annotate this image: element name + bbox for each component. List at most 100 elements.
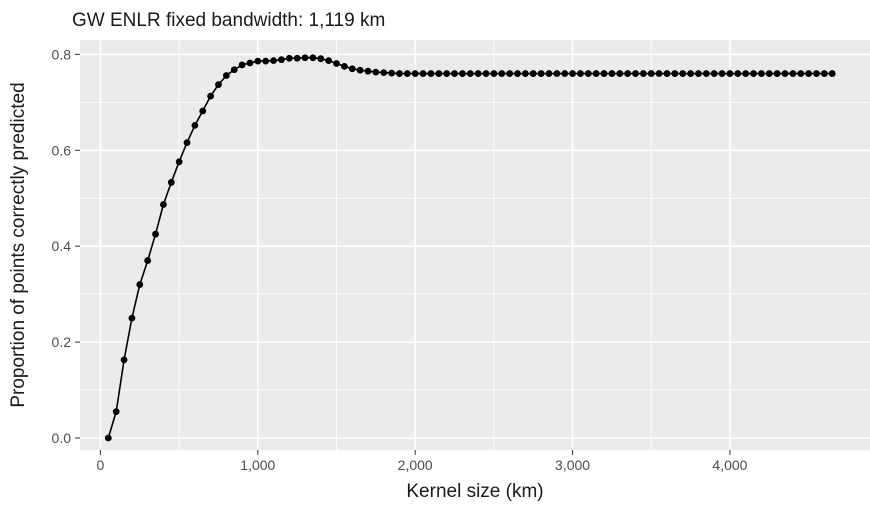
data-point [262,57,270,65]
data-point [317,55,325,63]
data-point [710,70,718,77]
y-tick-label: 0.8 [52,46,72,62]
data-point [120,356,128,364]
data-point [427,70,435,77]
data-point [388,69,395,77]
x-tick-label: 2,000 [398,457,433,473]
data-point [820,70,828,77]
data-point [584,70,592,77]
data-point [199,107,207,115]
data-point [506,70,514,77]
x-tick-label: 0 [97,457,105,473]
data-point [561,70,569,77]
data-point [490,70,498,77]
data-point [246,59,254,67]
data-point [569,70,576,77]
minor-gridlines [80,40,870,450]
data-point [679,70,687,77]
data-point [718,70,726,77]
data-point [411,70,419,77]
data-point [380,69,388,77]
data-point [340,62,348,70]
data-point [765,70,773,77]
data-point [396,70,403,77]
data-point [419,70,427,77]
data-point [608,70,616,77]
data-point [293,54,301,62]
data-point [175,158,183,166]
data-point [805,70,813,77]
data-point [285,54,293,62]
data-point [136,281,144,288]
data-point [474,70,482,77]
data-point [545,70,553,77]
x-axis-title: Kernel size (km) [406,481,543,502]
data-point [215,81,222,88]
data-point [639,70,647,77]
data-point [278,56,285,64]
data-point [128,314,136,322]
data-point [789,70,797,77]
data-point [498,70,506,77]
data-point [742,70,750,77]
data-point [553,70,561,77]
data-point [152,230,159,238]
y-axis-title: Proportion of points correctly predicted [8,82,29,407]
data-point [207,92,215,100]
data-point [758,70,765,77]
data-point [616,70,624,77]
x-tick-label: 3,000 [555,457,590,473]
x-tick-label: 4,000 [712,457,747,473]
data-point [529,70,537,77]
data-point [466,70,474,77]
data-point [671,70,679,77]
data-point [372,68,380,76]
data-point [687,70,694,77]
data-point [632,70,639,77]
data-point [348,65,356,73]
data-point [167,179,175,186]
data-point [828,70,836,77]
data-point [238,61,246,69]
data-point [459,70,466,77]
data-point [813,70,820,77]
y-tick-label: 0.6 [52,142,72,158]
data-point [309,54,317,62]
data-point [663,70,671,77]
x-axis-ticks: 0 1,000 2,000 3,000 4,000 [97,450,748,473]
data-point [773,70,781,77]
data-point [435,70,443,77]
data-point [482,70,490,77]
data-point [781,70,789,77]
data-point [112,408,120,416]
major-gridlines [80,40,870,450]
y-tick-label: 0.0 [52,430,72,446]
data-point [230,66,238,74]
data-point [191,121,199,129]
plot-panel [80,40,870,450]
data-point [443,70,451,77]
data-point [144,257,152,264]
data-point [403,70,411,77]
data-point [325,57,333,65]
y-tick-label: 0.4 [52,238,72,254]
y-tick-label: 0.2 [52,334,72,350]
data-point [301,54,309,62]
chart-title: GW ENLR fixed bandwidth: 1,119 km [72,10,385,31]
data-point [655,70,663,77]
data-point [750,70,757,77]
data-point [104,434,112,442]
data-point [514,70,521,77]
data-point [726,70,734,77]
data-point [647,70,655,77]
data-point [600,70,608,77]
data-point [451,70,458,77]
data-point [624,70,632,77]
data-point [333,60,340,67]
data-point [695,70,702,77]
data-point [160,201,167,208]
data-point [537,70,545,77]
data-point [702,70,710,77]
x-tick-label: 1,000 [240,457,275,473]
y-axis-ticks: 0.0 0.2 0.4 0.6 0.8 [52,46,80,446]
